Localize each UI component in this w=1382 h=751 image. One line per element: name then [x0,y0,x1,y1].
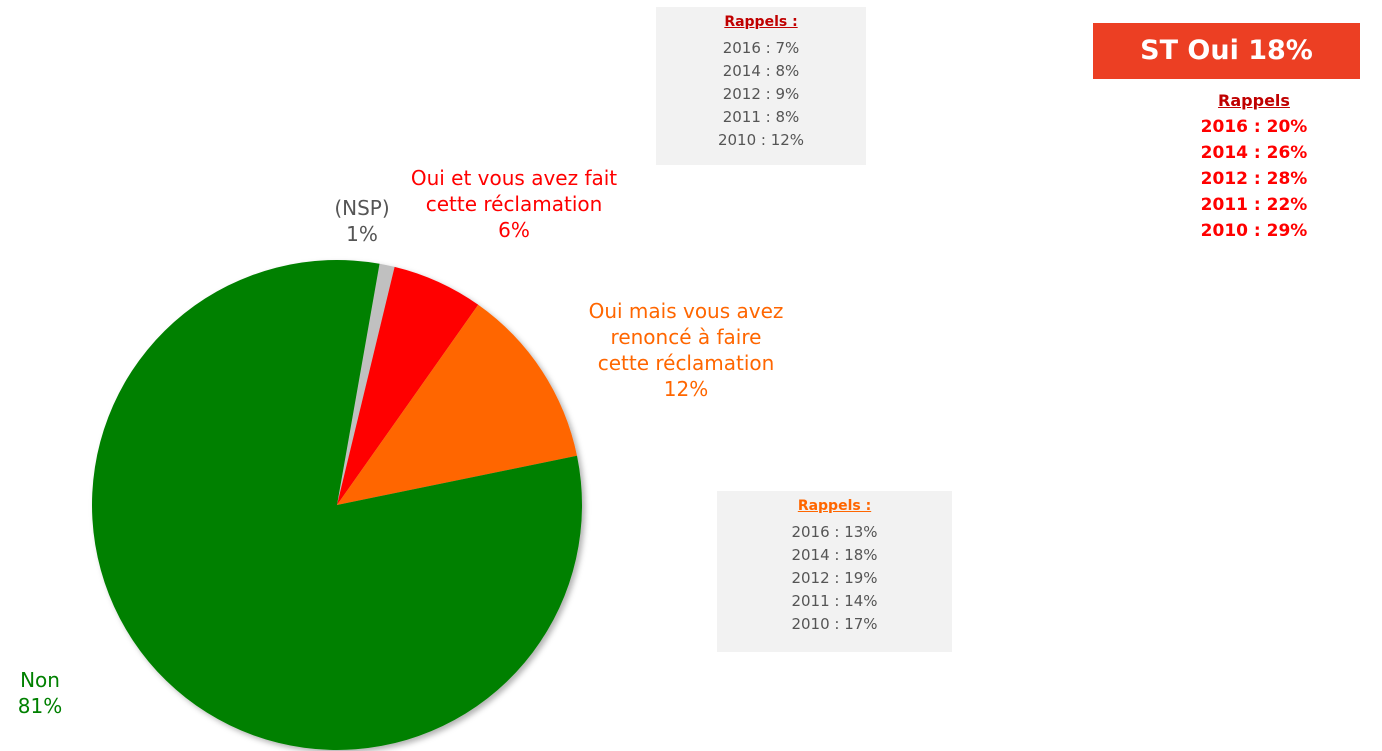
rappels-item: 2016 : 13% [791,523,878,541]
slice-name: Oui mais vous avez renoncé à faire cette… [588,299,784,375]
rappels-box: Rappels : 2016 : 7% 2014 : 8% 2012 : 9% 2011… [656,7,866,165]
slice-label: (NSP) 1% [312,195,412,247]
slice-value: 12% [663,377,709,401]
pie [91,260,582,750]
pie-slice [337,266,479,505]
rappels-item: 2012 : 28% [1200,169,1308,189]
slice-label: Oui et vous avez fait cette réclamation 6… [399,165,629,243]
slice-label: Non 81% [0,667,80,719]
slice-value: 6% [498,218,530,242]
rappels-item: 2010 : 29% [1200,221,1308,241]
rappels-item: 2011 : 8% [722,108,800,126]
rappels-item: 2010 : 17% [791,615,878,633]
rappels-title: Rappels [1218,91,1290,110]
rappels-item: 2011 : 22% [1200,195,1308,215]
slice-value: 1% [346,222,378,246]
rappels-item: 2014 : 18% [791,546,878,564]
rappels-item: 2010 : 12% [717,131,805,149]
rappels-item: 2016 : 20% [1200,117,1308,137]
rappels-item: 2012 : 9% [722,85,800,103]
st-rappels: Rappels 2016 : 20% 2014 : 26% 2012 : 28% 201… [1154,88,1354,244]
rappels-item: 2014 : 8% [722,62,800,80]
pie-slice [337,304,577,505]
rappels-box: Rappels : 2016 : 13% 2014 : 18% 2012 : 19% 2… [717,491,952,652]
slice-name: Oui et vous avez fait cette réclamation [410,166,618,216]
rappels-item: 2011 : 14% [791,592,878,610]
rappels-item: 2012 : 19% [791,569,878,587]
slice-value: 81% [17,694,63,718]
pie-slice [91,260,582,750]
slice-name: (NSP) [334,196,390,220]
chart [91,260,582,750]
rappels-title: Rappels : [797,498,872,514]
st-box: ST Oui 18% [1093,23,1360,79]
rappels-title: Rappels : [724,14,798,30]
rappels-item: 2016 : 7% [722,39,800,57]
slice-label: Oui mais vous avez renoncé à faire cette… [586,298,786,402]
rappels-item: 2014 : 26% [1200,143,1308,163]
slice-name: Non [20,668,60,692]
pie-slice [337,263,395,505]
